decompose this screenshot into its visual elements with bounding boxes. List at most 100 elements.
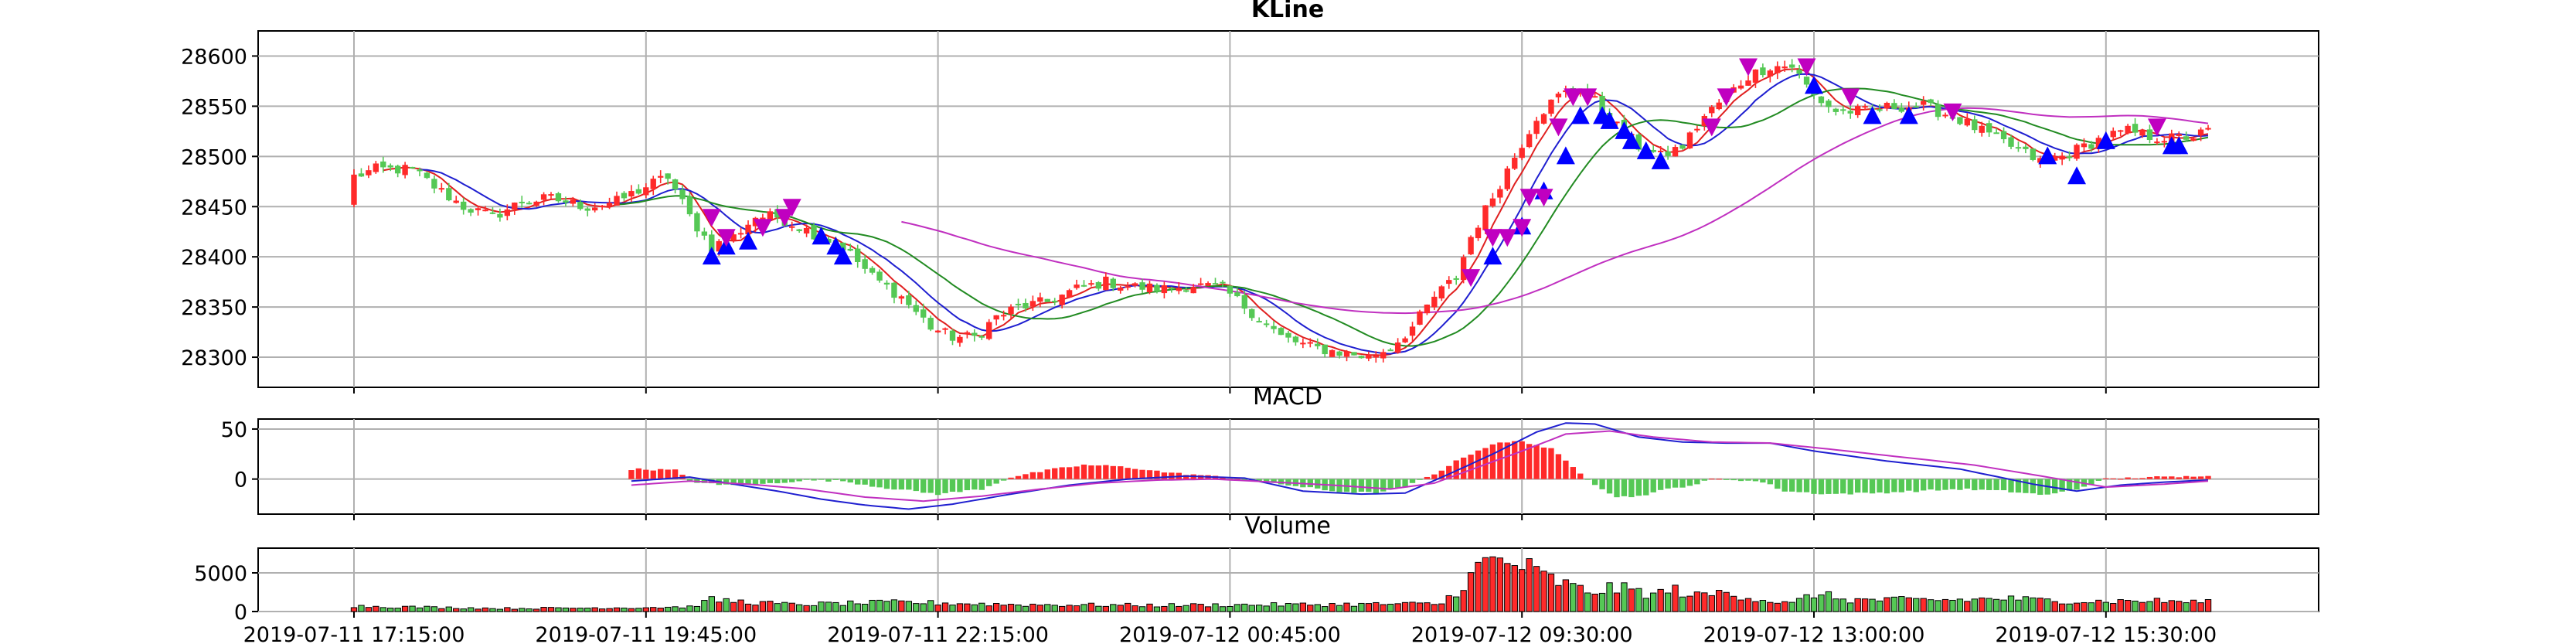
- volume-bar: [591, 607, 598, 612]
- macd-hist-bar: [2052, 479, 2058, 494]
- volume-bar: [394, 608, 401, 612]
- volume-bar: [2117, 599, 2124, 612]
- volume-bar: [1292, 603, 1299, 612]
- candle-body: [1964, 118, 1971, 126]
- macd-hist-bar: [2015, 479, 2022, 493]
- volume-bar: [1329, 603, 1336, 612]
- sell-signal-marker: [1717, 88, 1736, 107]
- kline-y-tick-label: 28500: [181, 145, 247, 169]
- macd-hist-bar: [2169, 476, 2175, 479]
- volume-bar: [1387, 603, 1394, 612]
- volume-bar: [1716, 590, 1723, 612]
- volume-bar: [1613, 592, 1621, 612]
- macd-hist-bar: [745, 479, 751, 484]
- volume-bar: [927, 600, 934, 612]
- candle-body: [1847, 111, 1853, 114]
- macd-hist-bar: [1847, 479, 1853, 495]
- macd-y-tick-label: 0: [234, 469, 247, 492]
- candle-body: [548, 194, 554, 196]
- macd-hist-bar: [2176, 477, 2182, 479]
- macd-dea-line: [631, 430, 2209, 503]
- volume-bar: [1489, 556, 1496, 612]
- macd-hist-bar: [898, 479, 905, 490]
- volume-bar: [1168, 603, 1176, 612]
- candle-body: [1526, 134, 1533, 148]
- volume-bar: [1336, 605, 1343, 612]
- volume-bar: [672, 606, 679, 612]
- volume-bar: [1672, 584, 1679, 612]
- volume-bar: [934, 605, 941, 612]
- sell-signal-marker: [702, 209, 721, 227]
- volume-bar: [1795, 598, 1803, 612]
- macd-hist-bar: [1417, 479, 1423, 480]
- volume-bar: [1270, 602, 1278, 612]
- macd-hist-bar: [1460, 457, 1467, 479]
- volume-bar: [598, 608, 606, 612]
- macd-hist-bar: [2066, 479, 2073, 491]
- candle-body: [1533, 121, 1540, 135]
- volume-bar: [2000, 599, 2007, 612]
- volume-bar: [496, 608, 504, 612]
- macd-hist-bar: [862, 479, 868, 485]
- candle-body: [1614, 121, 1620, 124]
- macd-hist-bar: [2008, 479, 2014, 492]
- candle-body: [972, 332, 978, 336]
- volume-bar: [752, 605, 759, 612]
- macd-hist-bar: [1621, 479, 1628, 496]
- kline-signals: [702, 58, 2189, 288]
- volume-bar: [1861, 598, 1869, 612]
- macd-hist-bar: [1095, 465, 1102, 479]
- macd-hist-bar: [840, 479, 846, 482]
- candle-body: [1373, 355, 1379, 358]
- candle-body: [577, 202, 584, 210]
- macd-hist-bar: [1672, 479, 1679, 488]
- volume-bar: [941, 602, 949, 612]
- candle-body: [599, 205, 605, 207]
- kline-y-tick-label: 28450: [181, 196, 247, 220]
- candle-body: [1591, 96, 1598, 98]
- buy-signal-marker: [1556, 146, 1575, 165]
- volume-bar: [1322, 606, 1329, 612]
- macd-hist-bar: [1614, 479, 1620, 498]
- volume-bar: [1401, 601, 1409, 612]
- volume-bar: [1752, 601, 1759, 612]
- candle-body: [1446, 280, 1452, 285]
- candle-body: [1512, 158, 1518, 169]
- macd-hist-bar: [811, 479, 817, 481]
- volume-bar: [1373, 601, 1380, 612]
- kline-y-axis: 28300 28350 28400 28450 28500 28550 28600: [181, 45, 258, 370]
- candle-body: [2139, 130, 2146, 136]
- volume-bar: [1956, 598, 1964, 612]
- candle-body: [1862, 106, 1868, 108]
- macd-hist-bar: [1891, 479, 1897, 492]
- volume-bar: [1635, 588, 1642, 612]
- volume-bar: [1949, 599, 1956, 612]
- sell-signal-marker: [1702, 118, 1721, 137]
- macd-hist-bar: [628, 470, 635, 479]
- macd-hist-bar: [1737, 479, 1744, 482]
- volume-bar: [1241, 603, 1248, 612]
- volume-bar: [453, 608, 460, 612]
- candle-body: [1234, 292, 1240, 297]
- candle-body: [1263, 323, 1270, 325]
- macd-hist-bar: [1869, 479, 1876, 494]
- volume-bar: [730, 601, 737, 612]
- volume-bar: [956, 603, 964, 612]
- macd-hist-bar: [855, 479, 861, 485]
- candle-body: [1131, 283, 1138, 286]
- candle-body: [2023, 146, 2029, 149]
- sell-signal-marker: [2147, 118, 2166, 137]
- candle-body: [1788, 64, 1795, 68]
- macd-hist-bar: [2205, 475, 2211, 479]
- candle-body: [1343, 351, 1350, 357]
- macd-hist-bar: [781, 479, 788, 483]
- candle-body: [1424, 304, 1431, 314]
- volume-bar: [803, 605, 810, 612]
- macd-hist-bar: [1256, 479, 1262, 481]
- volume-bar: [1036, 605, 1044, 612]
- candle-body: [840, 242, 846, 250]
- candle-body: [1972, 119, 1978, 131]
- macd-hist-bar: [906, 479, 912, 490]
- volume-bar: [1657, 588, 1664, 612]
- macd-hist-bar: [1183, 475, 1189, 479]
